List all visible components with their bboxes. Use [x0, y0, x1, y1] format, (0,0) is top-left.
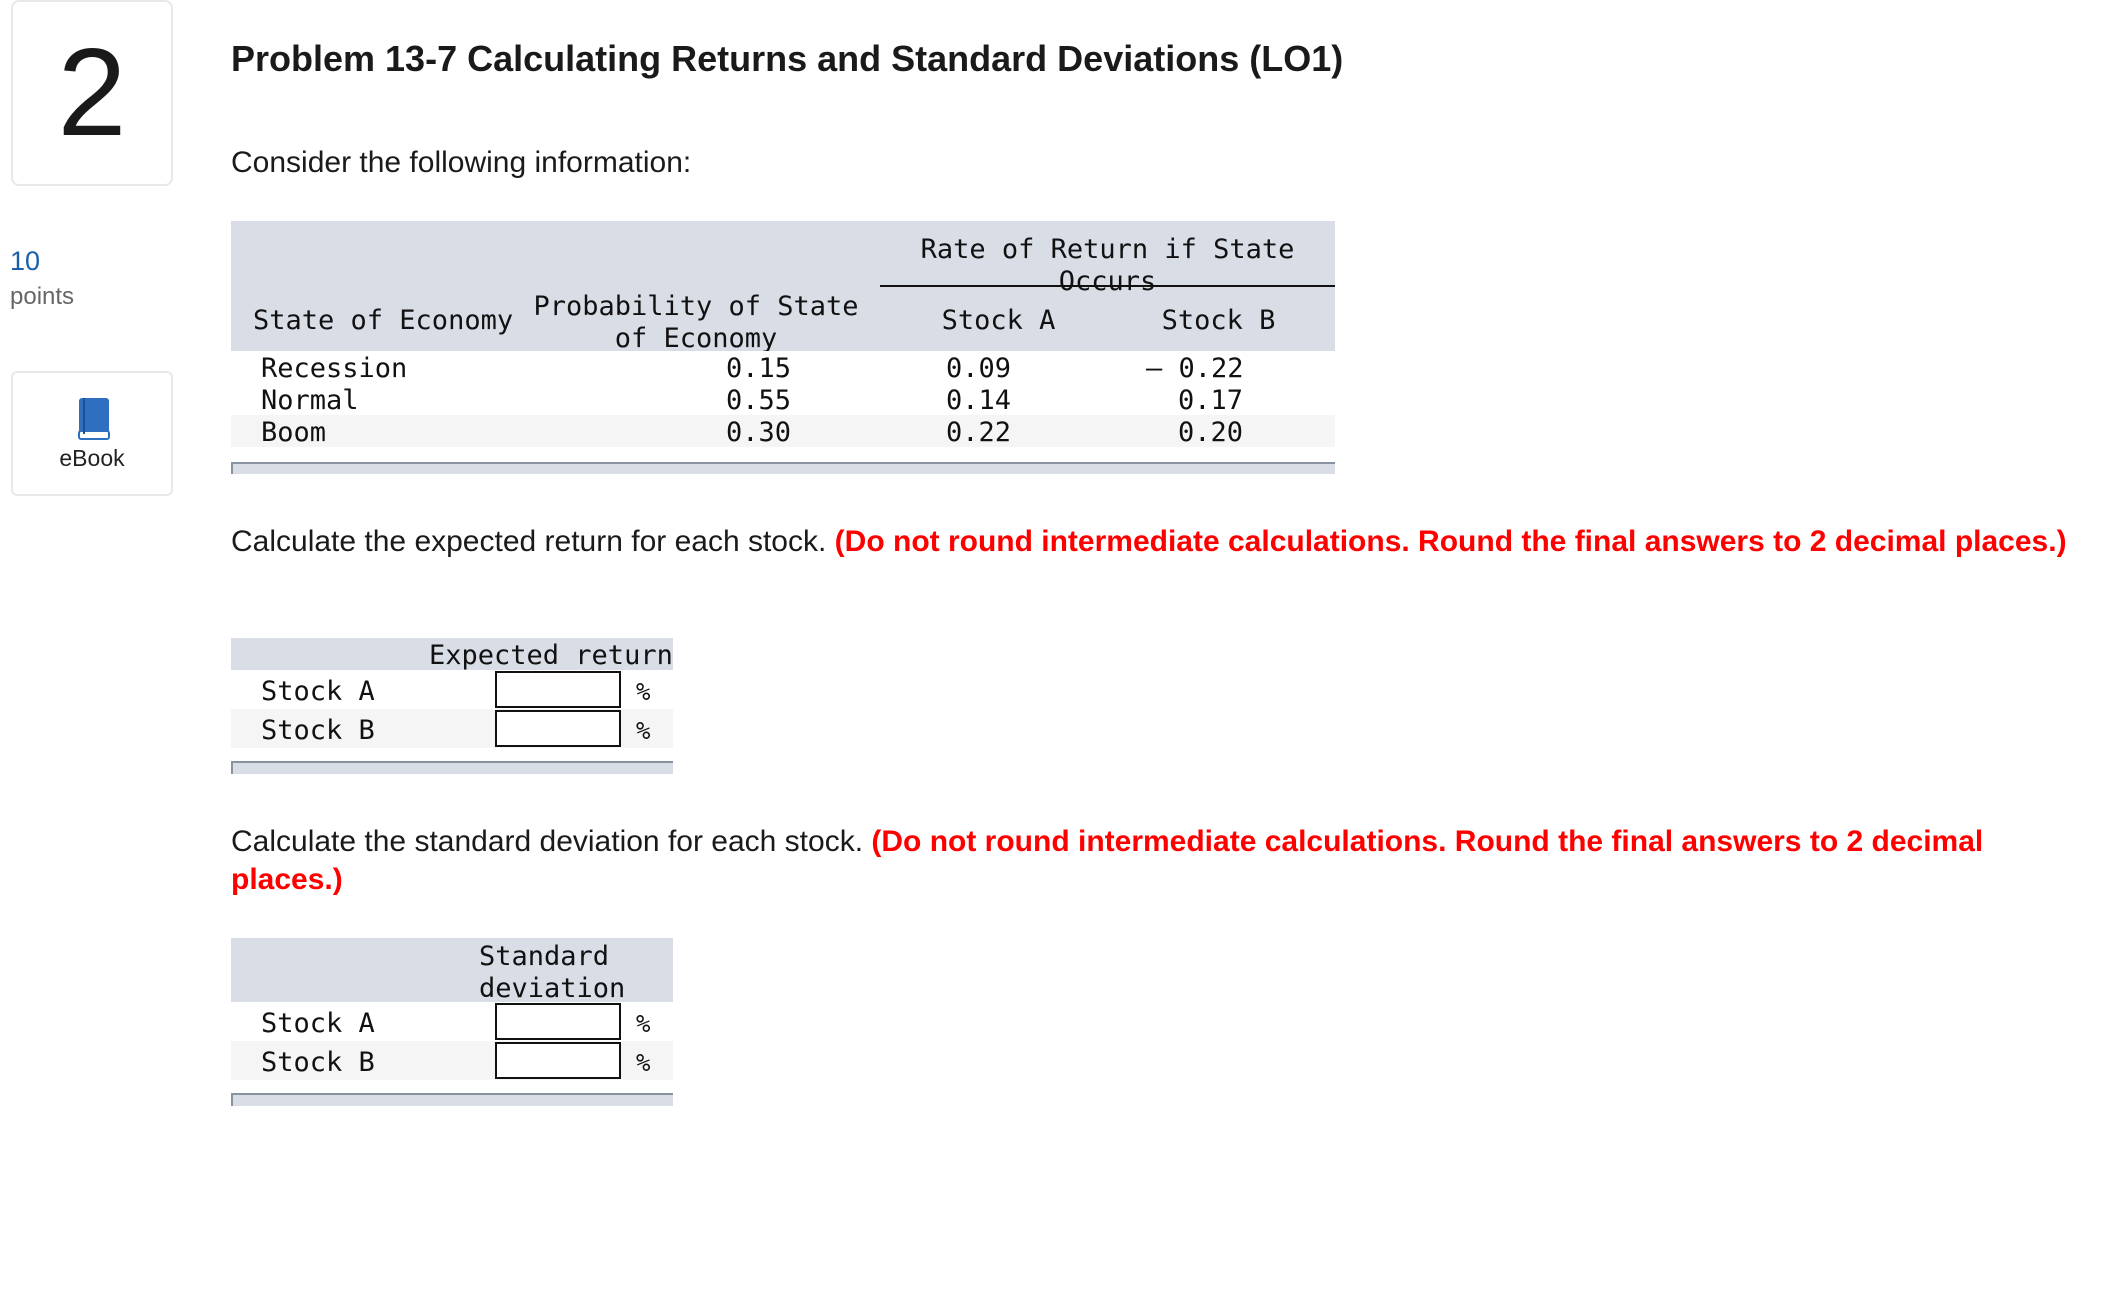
std-deviation-footer — [231, 1093, 673, 1106]
percent-unit: % — [636, 717, 651, 745]
row-state: Recession — [261, 353, 408, 384]
row-stock-b: 0.20 — [1178, 417, 1244, 448]
info-table-footer — [231, 462, 1335, 474]
question-number: 2 — [11, 0, 173, 186]
table-row: Stock B % — [231, 709, 673, 748]
std-header-line1: Standard — [479, 941, 610, 972]
std-deviation-stock-a-input[interactable] — [495, 1003, 621, 1040]
info-table: Rate of Return if State Occurs State of … — [231, 221, 1335, 476]
col-header-state: State of Economy — [253, 305, 514, 336]
expected-return-stock-b-input[interactable] — [495, 710, 621, 747]
row-prob: 0.30 — [726, 417, 792, 448]
stock-a-label: Stock A — [261, 676, 375, 707]
book-icon — [78, 398, 110, 440]
row-prob: 0.55 — [726, 385, 792, 416]
expected-return-footer — [231, 761, 673, 774]
stock-b-label: Stock B — [261, 1047, 375, 1078]
row-state: Boom — [261, 417, 327, 448]
row-stock-a: 0.22 — [946, 417, 1012, 448]
group-header-rule — [880, 285, 1335, 287]
group-header-line2: Occurs — [1058, 266, 1157, 297]
group-header-line1: Rate of Return if State — [920, 234, 1295, 265]
expected-instruction-text: Calculate the expected return for each s… — [231, 525, 827, 558]
row-stock-a: 0.14 — [946, 385, 1012, 416]
table-row — [231, 383, 1335, 415]
percent-unit: % — [636, 1010, 651, 1038]
ebook-label: eBook — [59, 445, 125, 471]
row-prob: 0.15 — [726, 353, 792, 384]
points-label: points — [10, 283, 75, 310]
percent-unit: % — [636, 678, 651, 706]
problem-title: Problem 13-7 Calculating Returns and Sta… — [231, 38, 1344, 79]
stock-b-label: Stock B — [261, 715, 375, 746]
expected-return-table: Expected return Stock A % Stock B % — [231, 638, 673, 778]
table-row: Stock A % — [231, 670, 673, 709]
col-header-stock-a: Stock A — [941, 305, 1056, 336]
expected-return-stock-a-input[interactable] — [495, 671, 621, 708]
row-state: Normal — [261, 385, 359, 416]
row-stock-a: 0.09 — [946, 353, 1012, 384]
expected-return-header: Expected return — [231, 638, 673, 670]
std-deviation-instruction: Calculate the standard deviation for eac… — [231, 823, 2081, 899]
std-instruction-text: Calculate the standard deviation for eac… — [231, 825, 864, 858]
ebook-button[interactable]: eBook — [11, 371, 173, 496]
table-row: Stock B % — [231, 1041, 673, 1080]
std-deviation-stock-b-input[interactable] — [495, 1042, 621, 1079]
col-header-stock-b: Stock B — [1161, 305, 1276, 336]
percent-unit: % — [636, 1049, 651, 1077]
col-header-prob-line2: of Economy — [614, 323, 778, 354]
table-row: Stock A % — [231, 1002, 673, 1041]
table-row — [231, 351, 1335, 383]
table-row — [231, 415, 1335, 447]
points-value: 10 — [10, 246, 41, 276]
col-header-prob-line1: Probability of State — [533, 291, 859, 322]
std-header-line2: deviation — [479, 973, 626, 1004]
stock-a-label: Stock A — [261, 1008, 375, 1039]
std-instruction-note: (Do not round intermediate calculations.… — [231, 825, 1984, 896]
std-deviation-table: Standard deviation Stock A % Stock B % — [231, 938, 673, 1110]
row-stock-b: – 0.22 — [1146, 353, 1244, 384]
row-stock-b: 0.17 — [1178, 385, 1244, 416]
problem-intro: Consider the following information: — [231, 146, 692, 179]
expected-instruction-note: (Do not round intermediate calculations.… — [834, 525, 2067, 558]
expected-return-instruction: Calculate the expected return for each s… — [231, 523, 2081, 561]
std-deviation-header: Standard deviation — [231, 938, 673, 1002]
expected-return-header-label: Expected return — [429, 640, 673, 671]
